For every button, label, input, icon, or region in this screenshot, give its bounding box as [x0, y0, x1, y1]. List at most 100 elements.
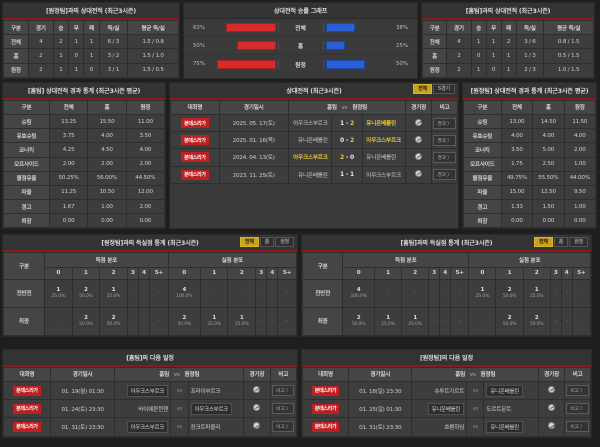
- stadium-icon[interactable]: [253, 386, 261, 394]
- table-row[interactable]: 분데스리가 2025. 01. 16(목) 유니온베를린 0 - 2 아우크스부…: [170, 131, 458, 150]
- toggle-전체[interactable]: 전체: [239, 236, 259, 247]
- cell-dist: 2 50.0%: [522, 306, 551, 336]
- stadium-icon[interactable]: [253, 422, 261, 430]
- table-row[interactable]: 분데스리가 2023. 11. 25(토) 유니온베를린 1 - 1 아우크스부…: [170, 165, 458, 184]
- col-비고: 비고: [564, 366, 591, 383]
- graph-row-label: 전체: [277, 23, 324, 32]
- cell-dist: -: [468, 306, 497, 336]
- table-row: 슈팅 13.00 14.50 11.50: [463, 113, 597, 130]
- cell-value: 0.00: [563, 213, 597, 229]
- cell-label: 파울: [3, 184, 50, 201]
- cell-dist: 1 25.0%: [199, 306, 229, 336]
- note-link[interactable]: 비고 〉: [566, 385, 589, 397]
- home-team-label: 아우크스부르크: [126, 420, 168, 433]
- cell-value: 10.50: [87, 184, 127, 201]
- home-team-label: 아우크스부르크: [126, 384, 168, 397]
- bucket-2: 2: [99, 266, 128, 280]
- result-link[interactable]: 경과 〉: [433, 117, 456, 129]
- stadium-icon[interactable]: [415, 170, 423, 178]
- col-무: 무: [485, 19, 502, 36]
- toggle-홈[interactable]: 홈: [553, 236, 569, 247]
- table-row[interactable]: 분데스리가 01. 19(월) 01:30 아우크스부르크 vs 프라이부르크 …: [3, 380, 298, 401]
- note-link[interactable]: 비고 〉: [272, 403, 295, 415]
- stadium-icon[interactable]: [415, 118, 423, 126]
- cell-dist: -: [149, 306, 169, 336]
- cell-value: 1: [470, 62, 487, 78]
- stadium-icon[interactable]: [415, 152, 423, 160]
- bucket-3: 3: [255, 266, 268, 280]
- away-avg-stats-panel: [원정팀] 상대전적 경과 통계 (최근3시즌 평균) 구분 전체 홈 원정 슈…: [462, 81, 597, 230]
- cell-dist: 2 50.0%: [167, 306, 201, 336]
- cell-value: 0.8 / 1.5: [543, 34, 594, 50]
- top-section: [원정팀]과의 상대전적 (최근3시즌) 구분 경기 승 무 패 득/실 평균 …: [0, 0, 600, 79]
- row-label: 최종: [2, 306, 46, 336]
- league-badge: 분데스리가: [13, 421, 41, 432]
- row-label: 전반전: [301, 278, 344, 308]
- cell-dist: 2 50.0%: [71, 306, 101, 336]
- col-경기일시: 경기일시: [348, 366, 413, 383]
- home-team-cell: 호펜하임: [411, 417, 468, 437]
- note-link[interactable]: 비고 〉: [272, 385, 295, 397]
- table-row: 퇴장 0.00 0.00 0.00: [463, 213, 597, 229]
- cell-label: 경고: [463, 199, 502, 215]
- cell-label: 유효슈팅: [3, 128, 50, 144]
- cell-value: 1: [500, 48, 517, 64]
- cell-dist: -: [126, 306, 139, 336]
- bucket-2: 2: [401, 266, 430, 280]
- result-link[interactable]: 경과 〉: [433, 151, 456, 163]
- h2h-results-title: 상대전적 (최근3시즌) 전체 5경기: [170, 82, 458, 100]
- stadium-icon[interactable]: [253, 404, 261, 412]
- score-home: 1: [339, 119, 344, 127]
- stadium-icon[interactable]: [548, 404, 556, 412]
- note-link[interactable]: 비고 〉: [272, 421, 295, 433]
- table-row[interactable]: 분데스리가 2024. 04. 13(토) 아우크스부르크 2 - 0 유니온베…: [170, 148, 458, 167]
- table-row[interactable]: 분데스리가 01. 24(토) 23:30 바이에른뮌헨 vs 아우크스부르크 …: [3, 399, 298, 419]
- cell-dist: -: [277, 278, 297, 308]
- toggle-전체[interactable]: 전체: [533, 236, 553, 247]
- toggle-원정[interactable]: 원정: [569, 236, 588, 247]
- cell-dist: -: [560, 306, 573, 336]
- col-득실: 득/실: [515, 19, 545, 36]
- table-row[interactable]: 분데스리가 01. 31(토) 23:30 아우크스부르크 vs 장크트파울리 …: [3, 417, 298, 437]
- stadium-icon[interactable]: [548, 422, 556, 430]
- toggle-원정[interactable]: 원정: [275, 236, 294, 247]
- note-link[interactable]: 비고 〉: [566, 421, 589, 433]
- result-link[interactable]: 경과 〉: [433, 134, 456, 146]
- stadium-icon[interactable]: [415, 135, 423, 143]
- col-구분: 구분: [3, 99, 50, 115]
- toggle-전체[interactable]: 전체: [413, 84, 432, 95]
- cell-value: 1.0 / 1.5: [543, 62, 594, 78]
- cell-value: 1: [500, 62, 517, 78]
- cell-dist: -: [255, 306, 268, 336]
- away-avg-stats-title: [원정팀] 상대전적 경과 통계 (최근3시즌 평균): [463, 82, 596, 100]
- toggle-홈[interactable]: 홈: [259, 236, 275, 247]
- cell-value: 3 / 1: [98, 62, 129, 78]
- league-cell: 분데스리가: [3, 399, 51, 419]
- table-row[interactable]: 분데스리가 01. 18(일) 23:30 슈투트가르트 vs 유니온베를린 비…: [301, 380, 591, 401]
- cell-value: 0: [68, 48, 85, 64]
- away-team-label: 유니온베를린: [486, 420, 523, 433]
- note-cell: 비고 〉: [564, 417, 591, 437]
- away-team-cell: 아우크스부르크: [187, 399, 245, 419]
- col-원정: 원정: [563, 99, 597, 115]
- stadium-icon[interactable]: [548, 386, 556, 394]
- table-row: 슈팅 13.25 15.50 11.00: [3, 113, 166, 130]
- col-실점분포: 실점 분포: [468, 252, 591, 268]
- bucket-3: 3: [549, 266, 562, 280]
- note-link[interactable]: 비고 〉: [566, 403, 589, 415]
- table-row: 유효슈팅 3.75 4.00 3.50: [3, 128, 166, 144]
- toggle-5경기[interactable]: 5경기: [432, 84, 455, 95]
- table-row[interactable]: 분데스리가 2025. 05. 17(토) 아우크스부르크 1 - 2 유니온베…: [170, 113, 458, 133]
- table-row[interactable]: 분데스리가 01. 25(일) 01:30 유니온베를린 vs 도르트문트 비고…: [301, 399, 591, 419]
- cell-dist: -: [439, 278, 452, 308]
- table-row: 경고 1.67 1.00 2.00: [3, 199, 166, 215]
- stadium-cell: [538, 417, 566, 437]
- col-대회명: 대회명: [301, 366, 350, 383]
- cell-value: 44.00%: [563, 170, 597, 186]
- results-toggle-group: 전체 5경기: [413, 84, 455, 95]
- result-link[interactable]: 경과 〉: [433, 169, 456, 181]
- datetime-cell: 01. 19(월) 01:30: [49, 380, 116, 401]
- table-row[interactable]: 분데스리가 01. 31(토) 23:30 호펜하임 vs 유니온베를린 비고 …: [301, 417, 591, 437]
- h2h-results-table: 대회명 경기일시 홈팀 vs 원정팀 경기장 비고 분데스리가 2025. 05…: [170, 99, 458, 184]
- cell-value: 4: [27, 34, 54, 50]
